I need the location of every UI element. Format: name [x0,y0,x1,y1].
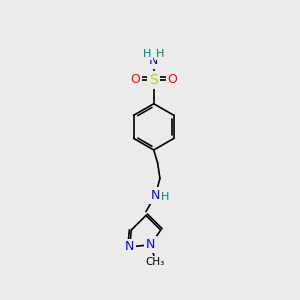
Text: N: N [149,54,158,67]
Text: N: N [151,189,160,202]
Text: N: N [125,241,134,254]
Text: N: N [146,238,155,251]
Text: H: H [161,192,170,202]
Text: O: O [130,74,140,86]
Text: CH₃: CH₃ [145,257,164,267]
Text: H: H [143,49,152,59]
Text: S: S [149,73,158,87]
Text: H: H [156,49,164,59]
Text: O: O [167,74,177,86]
